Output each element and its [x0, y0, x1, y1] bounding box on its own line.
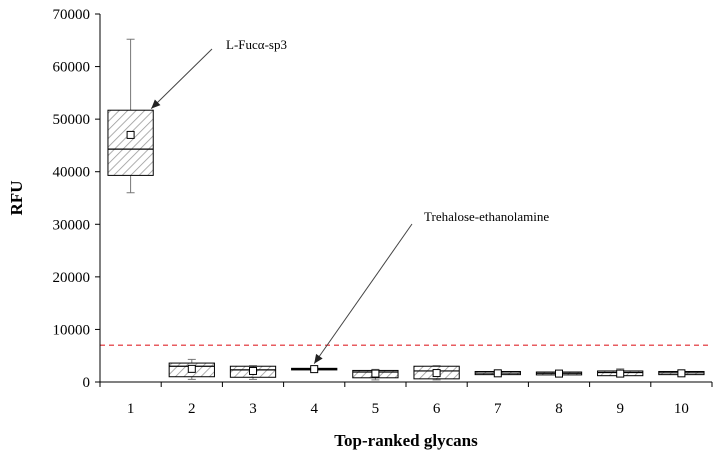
x-axis-title: Top-ranked glycans: [334, 431, 478, 450]
annotation-label: Trehalose-ethanolamine: [424, 209, 549, 224]
mean-marker: [126, 130, 135, 139]
mean-marker: [432, 369, 441, 378]
mean-marker: [187, 364, 196, 373]
y-axis-ticks: 0 10000 20000 30000 40000 50000 60000 70000: [53, 7, 100, 391]
box-3: [229, 365, 277, 380]
x-tick-label: 7: [494, 401, 502, 417]
box-2: [168, 358, 215, 380]
box-6: [413, 365, 460, 381]
y-tick-label: 10000: [53, 322, 91, 338]
x-tick-label: 2: [188, 401, 196, 417]
box-4: [291, 365, 338, 374]
x-axis-ticks: 1 2 3 4 5 6 7 8 9 10: [99, 382, 713, 417]
x-tick-label: 6: [433, 401, 441, 417]
box-9: [597, 368, 644, 378]
x-tick-label: 10: [674, 401, 689, 417]
box-1: [107, 38, 154, 194]
plot-area: [100, 38, 712, 381]
annotation-label: L-Fucα-sp3: [226, 37, 287, 52]
annotations: L-Fucα-sp3 Trehalose-ethanolamine: [150, 37, 549, 364]
y-axis-title: RFU: [7, 181, 26, 216]
y-tick-label: 20000: [53, 270, 91, 286]
y-tick-label: 60000: [53, 60, 91, 76]
mean-marker: [555, 369, 563, 378]
box-body: [107, 109, 154, 176]
annotation-arrow: [313, 223, 413, 364]
mean-marker: [249, 366, 257, 375]
box-10: [658, 369, 705, 378]
annotation-arrowhead: [314, 353, 323, 364]
mean-marker: [493, 369, 502, 378]
mean-marker: [677, 369, 686, 378]
x-tick-label: 1: [127, 401, 135, 417]
y-tick-label: 70000: [53, 7, 91, 23]
x-tick-label: 5: [372, 401, 380, 417]
x-tick-label: 3: [249, 401, 257, 417]
y-tick-label: 30000: [53, 217, 91, 233]
mean-marker: [371, 369, 380, 378]
box-5: [352, 368, 399, 381]
y-tick-label: 40000: [53, 165, 91, 181]
x-tick-label: 4: [310, 401, 318, 417]
box-8: [535, 369, 583, 378]
y-tick-label: 50000: [53, 112, 91, 128]
mean-marker: [310, 365, 319, 374]
x-tick-label: 8: [555, 401, 563, 417]
box-7: [474, 369, 521, 378]
x-tick-label: 9: [616, 401, 624, 417]
y-tick-label: 0: [83, 375, 91, 391]
annotation-arrow: [150, 48, 213, 109]
annotation-arrowhead: [151, 99, 161, 109]
mean-marker: [616, 369, 625, 378]
